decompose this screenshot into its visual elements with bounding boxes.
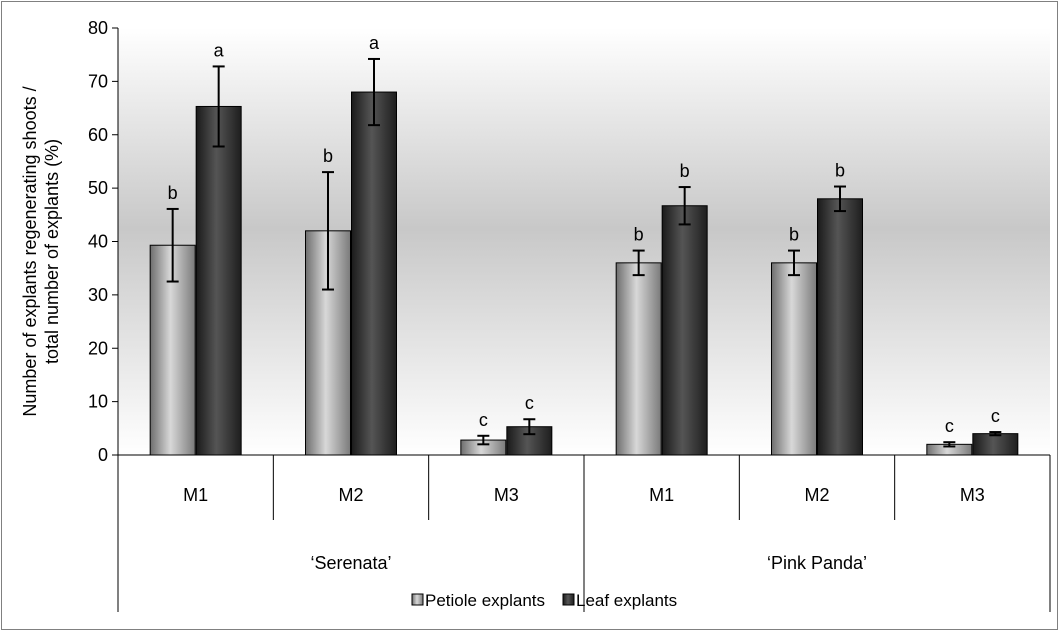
axes-layer	[112, 27, 1051, 612]
bar-leaf-0	[195, 105, 242, 456]
significance-letter: b	[168, 183, 178, 203]
significance-letter: b	[835, 161, 845, 181]
bar-leaf-3	[661, 205, 708, 456]
significance-letter: c	[991, 406, 1000, 426]
y-tick-label: 10	[88, 392, 108, 412]
bar-leaf-1	[351, 91, 397, 456]
legend-swatch-petiole	[411, 593, 424, 606]
y-tick-label: 50	[88, 178, 108, 198]
plot-area	[118, 28, 1050, 455]
y-tick-label: 30	[88, 285, 108, 305]
legend-swatch-leaf	[562, 593, 575, 606]
bars-layer	[149, 57, 1019, 456]
bar-petiole-4	[771, 262, 817, 456]
significance-letter: a	[369, 33, 380, 53]
legend-label-petiole: Petiole explants	[425, 591, 545, 610]
bar-leaf-5	[972, 433, 1019, 456]
y-tick-label: 60	[88, 125, 108, 145]
legend: Petiole explants Leaf explants	[411, 591, 677, 610]
legend-label-leaf: Leaf explants	[576, 591, 677, 610]
significance-letter: b	[680, 161, 690, 181]
significance-letter: c	[945, 416, 954, 436]
x-category-label: M1	[183, 485, 208, 505]
x-category-label: M2	[338, 485, 363, 505]
labels-layer: b a b a c c b b b b c c 0 10 20 30 40 50 60 70 80 M1 M2 M3 M1 M2 M…	[20, 18, 1000, 573]
y-tick-label: 0	[98, 445, 108, 465]
significance-letter: c	[525, 393, 534, 413]
y-tick-label: 40	[88, 232, 108, 252]
significance-letter: b	[634, 225, 644, 245]
y-axis-title-line: total number of explants (%)	[42, 139, 62, 364]
significance-letter: b	[789, 225, 799, 245]
x-category-label: M2	[804, 485, 829, 505]
x-category-label: M3	[494, 485, 519, 505]
y-tick-label: 80	[88, 18, 108, 38]
x-group-label: ‘Serenata’	[310, 553, 391, 573]
significance-letter: a	[214, 40, 225, 60]
x-group-label: ‘Pink Panda’	[767, 553, 867, 573]
bar-leaf-4	[817, 198, 863, 456]
x-category-label: M3	[960, 485, 985, 505]
y-axis-title-line: Number of explants regenerating shoots /	[20, 86, 40, 416]
y-axis-title: Number of explants regenerating shoots /…	[20, 86, 62, 416]
y-tick-label: 70	[88, 71, 108, 91]
bar-petiole-3	[615, 262, 662, 456]
x-category-label: M1	[649, 485, 674, 505]
significance-letter: b	[323, 146, 333, 166]
significance-letter: c	[479, 410, 488, 430]
y-tick-label: 20	[88, 338, 108, 358]
